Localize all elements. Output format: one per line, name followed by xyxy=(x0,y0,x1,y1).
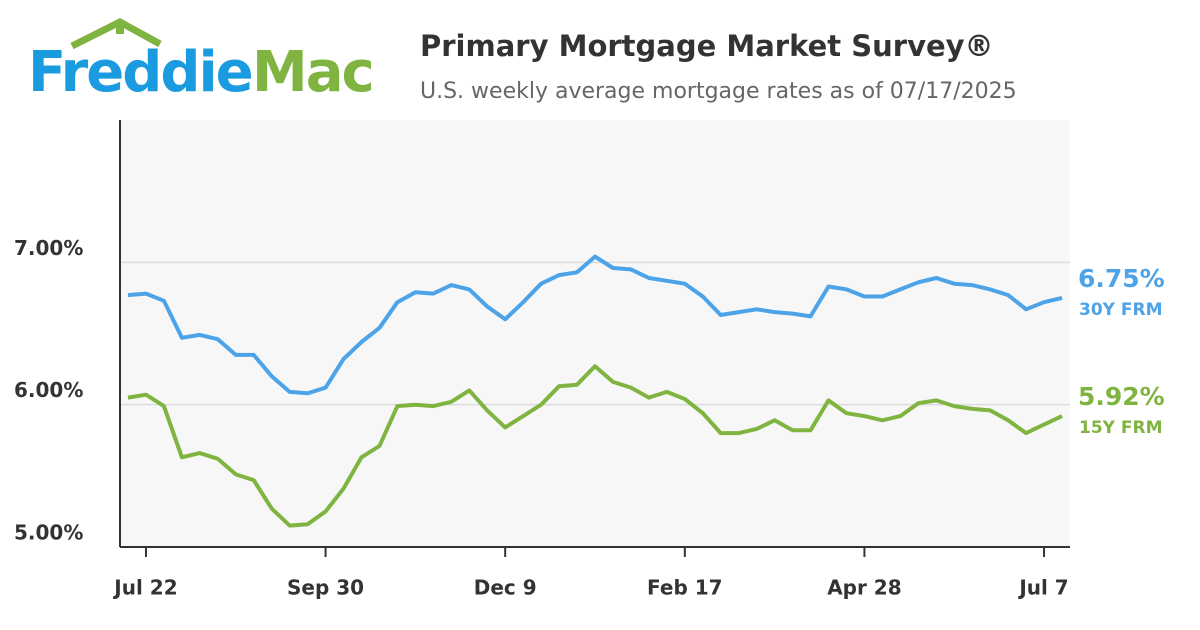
logo-text: Freddie xyxy=(28,40,252,105)
logo: Freddie Mac xyxy=(28,18,375,105)
y-tick-label: 6.00% xyxy=(14,378,83,402)
legend-label: 15Y FRM xyxy=(1079,418,1163,438)
value-label: 5.92% xyxy=(1078,382,1165,411)
x-tick-label: Jul 7 xyxy=(1017,576,1068,600)
logo-text: Mac xyxy=(252,40,373,105)
x-tick-label: Apr 28 xyxy=(827,576,901,600)
x-tick-label: Sep 30 xyxy=(287,576,364,600)
chart-subtitle: U.S. weekly average mortgage rates as of… xyxy=(420,79,1017,104)
value-label: 6.75% xyxy=(1078,264,1165,293)
y-tick-label: 7.00% xyxy=(14,236,83,260)
y-tick-label: 5.00% xyxy=(14,521,83,545)
x-tick-label: Feb 17 xyxy=(647,576,723,600)
logo-chimney xyxy=(116,20,124,34)
legend-label: 30Y FRM xyxy=(1079,300,1163,320)
plot-area xyxy=(120,120,1070,547)
x-tick-label: Dec 9 xyxy=(474,576,537,600)
x-tick-label: Jul 22 xyxy=(112,576,177,600)
series-line xyxy=(127,364,1063,528)
series-line xyxy=(127,254,1063,396)
chart-title: Primary Mortgage Market Survey® xyxy=(420,29,994,63)
